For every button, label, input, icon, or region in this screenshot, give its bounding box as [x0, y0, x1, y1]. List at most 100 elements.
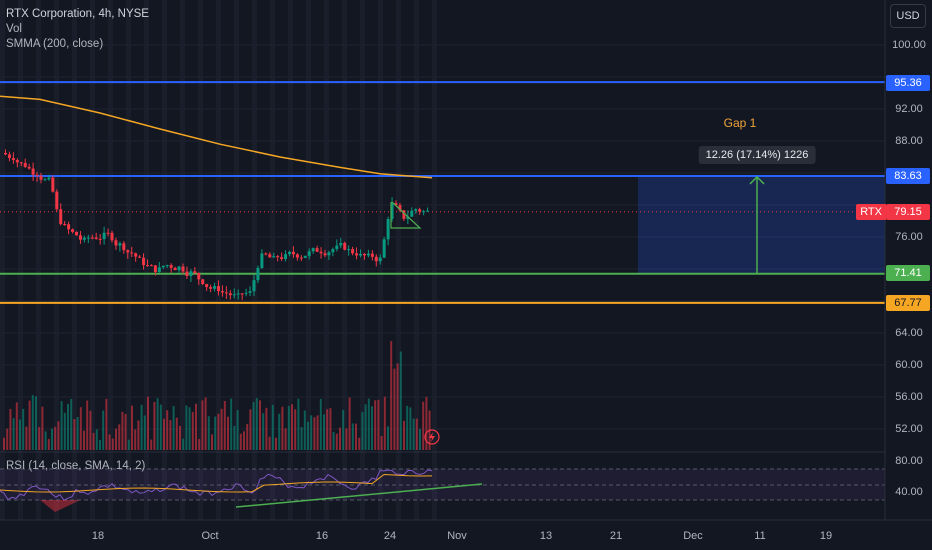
- volume-bar: [134, 429, 137, 450]
- volume-bar: [6, 428, 9, 450]
- measure-label[interactable]: 12.26 (17.14%) 1226: [698, 146, 816, 164]
- candle-body: [422, 211, 426, 213]
- time-axis-tick: 16: [315, 530, 329, 542]
- price-axis-tick: 64.00: [895, 327, 923, 339]
- volume-bar: [156, 398, 159, 450]
- time-axis-tick: 21: [609, 530, 623, 542]
- volume-bar: [137, 420, 140, 450]
- rsi-axis-tick: 80.00: [895, 455, 923, 467]
- candle-body: [98, 238, 102, 240]
- price-axis-tick: 100.00: [892, 39, 926, 51]
- volume-bar: [243, 431, 245, 450]
- candle-body: [315, 248, 319, 252]
- candle-body: [307, 251, 311, 256]
- volume-bar: [383, 396, 386, 450]
- volume-bar: [390, 341, 393, 450]
- volume-bar: [172, 406, 175, 450]
- session-band: [198, 0, 203, 520]
- volume-bar: [124, 413, 127, 450]
- candle-body: [288, 251, 291, 255]
- volume-bar: [92, 432, 95, 450]
- volume-bar: [380, 436, 383, 450]
- volume-bar: [83, 430, 85, 450]
- session-band: [108, 0, 113, 520]
- volume-bar: [361, 412, 364, 450]
- volume-bar: [419, 428, 421, 450]
- session-band: [270, 0, 275, 520]
- volume-bar: [185, 405, 188, 450]
- price-axis-tick: 92.00: [895, 103, 923, 115]
- alert-icon: [424, 429, 440, 445]
- volume-bar: [89, 410, 92, 450]
- volume-bar: [207, 416, 210, 450]
- candle-body: [142, 257, 146, 266]
- candle-body: [268, 254, 272, 258]
- volume-bar: [332, 431, 335, 450]
- candle-body: [394, 203, 398, 206]
- candle-body: [362, 253, 366, 256]
- volume-bar: [150, 439, 153, 450]
- symbol-legend[interactable]: RTX Corporation, 4h, NYSE: [6, 8, 149, 20]
- candle-body: [311, 248, 315, 252]
- volume-bar: [182, 438, 185, 450]
- volume-bar: [271, 404, 274, 450]
- time-axis-tick: Oct: [201, 530, 219, 542]
- candle-body: [71, 229, 75, 232]
- candle-body: [248, 291, 252, 293]
- volume-bar: [358, 437, 361, 450]
- volume-bar: [47, 438, 50, 450]
- volume-bar: [284, 428, 287, 450]
- volume-bar: [246, 423, 249, 450]
- rsi-legend[interactable]: RSI (14, close, SMA, 14, 2): [6, 460, 146, 472]
- candle-body: [303, 255, 307, 258]
- volume-bar: [204, 397, 207, 450]
- candle-body: [355, 253, 359, 256]
- volume-bar: [214, 416, 217, 450]
- session-band: [162, 0, 167, 520]
- candle-body: [382, 239, 386, 258]
- volume-bar: [406, 405, 409, 450]
- volume-legend[interactable]: Vol: [6, 23, 22, 35]
- candle-body: [351, 249, 355, 254]
- volume-bar: [393, 368, 396, 450]
- time-axis-tick: 11: [754, 530, 766, 542]
- candle-body: [217, 286, 220, 292]
- session-band: [432, 0, 437, 520]
- time-axis-tick: Dec: [683, 530, 703, 542]
- volume-bar: [57, 421, 60, 450]
- candle-body: [78, 235, 82, 240]
- volume-bar: [223, 401, 226, 450]
- gap-label[interactable]: Gap 1: [723, 116, 757, 130]
- volume-bar: [9, 408, 12, 450]
- candle-body: [106, 232, 110, 234]
- candle-body: [280, 257, 284, 259]
- time-axis-tick: 13: [539, 530, 553, 542]
- session-band: [288, 0, 293, 520]
- volume-bar: [166, 410, 169, 450]
- session-band: [144, 0, 149, 520]
- candle-body: [414, 209, 418, 211]
- volume-bar: [348, 397, 351, 450]
- volume-bar: [300, 427, 303, 450]
- candle-body: [343, 243, 347, 250]
- smma-legend[interactable]: SMMA (200, close): [6, 38, 104, 50]
- candle-body: [201, 279, 205, 285]
- candle-body: [256, 267, 260, 281]
- candle-body: [224, 292, 228, 294]
- volume-bar: [415, 418, 418, 450]
- volume-bar: [249, 409, 252, 450]
- volume-bar: [147, 396, 149, 450]
- candle-body: [232, 294, 236, 296]
- volume-bar: [63, 412, 66, 450]
- volume-bar: [259, 400, 261, 450]
- volume-bar: [345, 428, 348, 450]
- currency-button[interactable]: USD: [890, 4, 926, 28]
- volume-bar: [31, 395, 34, 450]
- candle-body: [173, 267, 177, 271]
- candle-body: [193, 271, 197, 273]
- volume-bar: [252, 402, 255, 450]
- candle-body: [240, 293, 244, 295]
- volume-bar: [102, 410, 105, 450]
- measure-arrow-head: [749, 175, 765, 185]
